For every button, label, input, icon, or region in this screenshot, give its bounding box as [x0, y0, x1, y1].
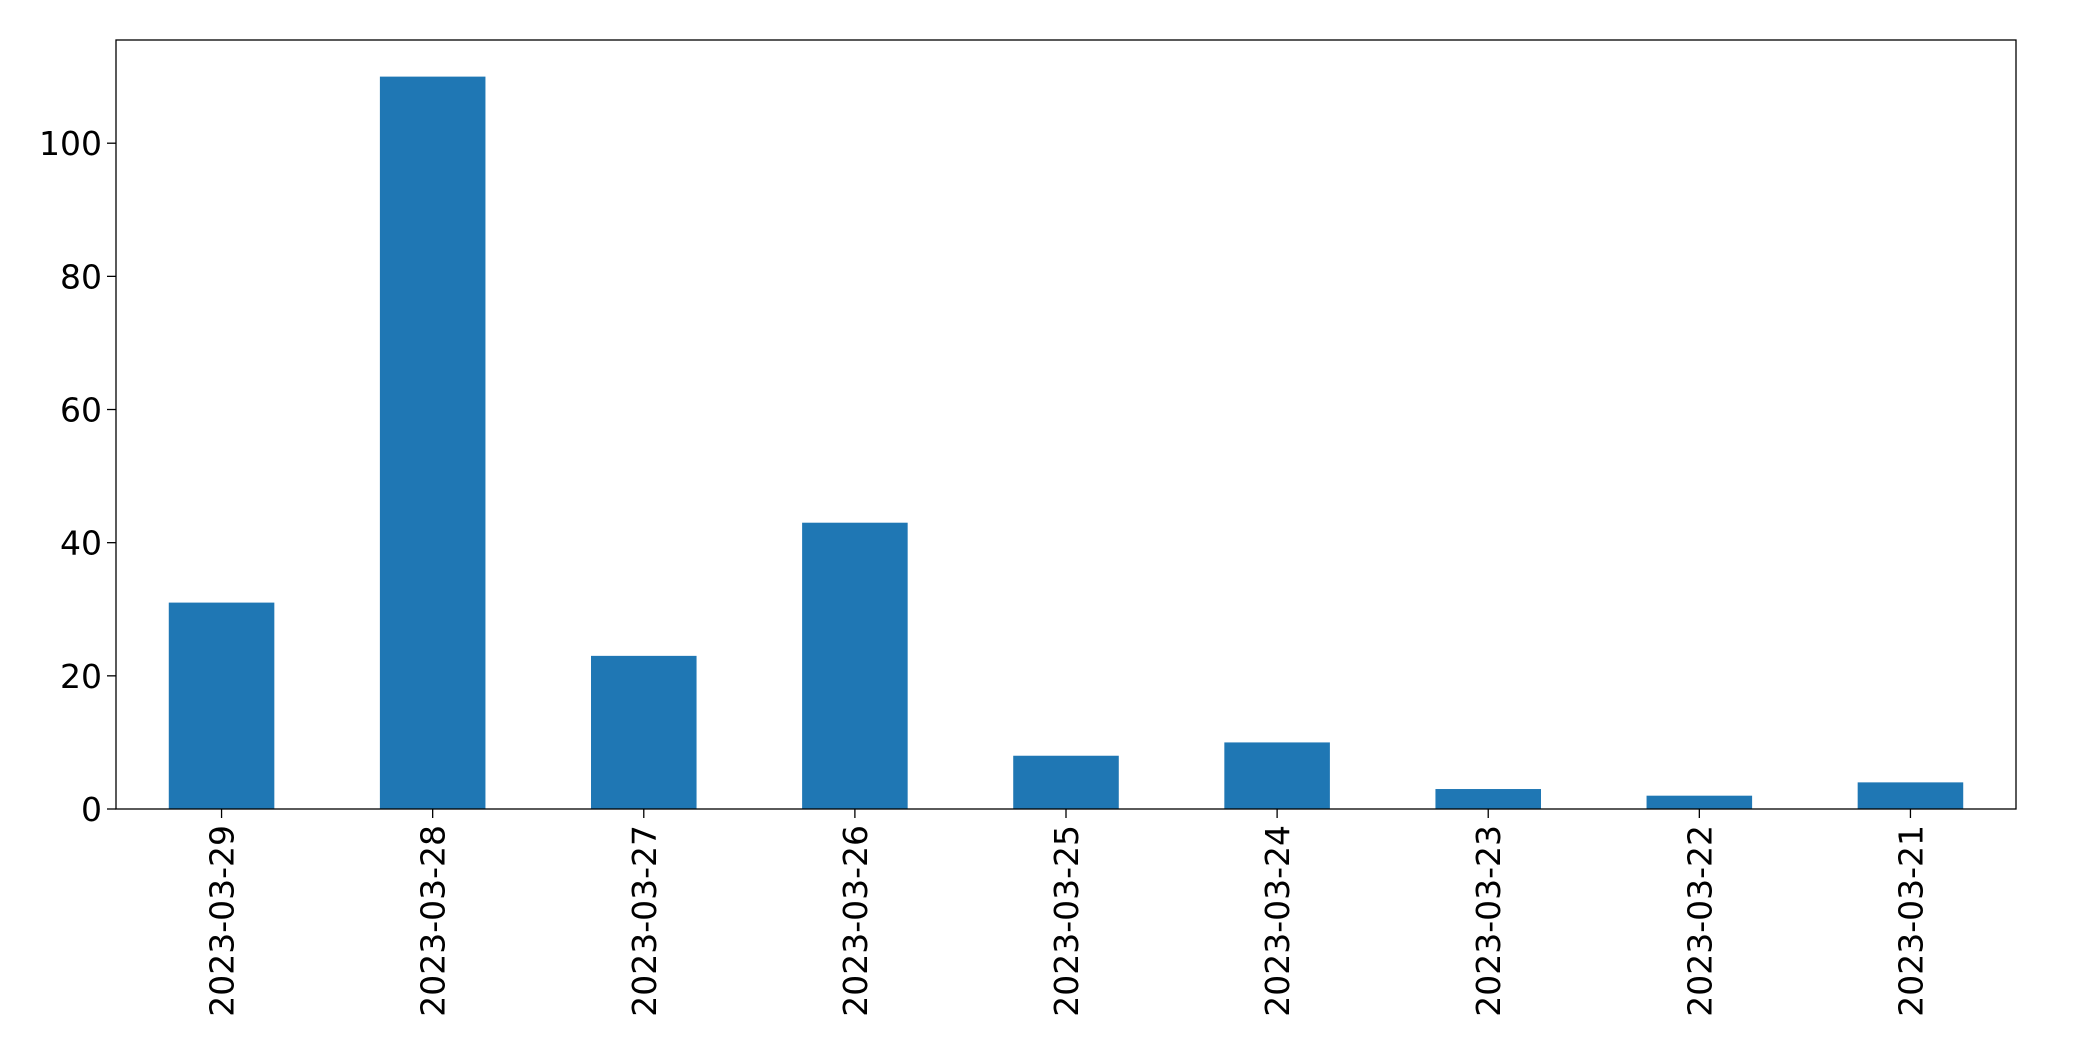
y-tick-label: 40: [60, 524, 102, 563]
bar: [379, 76, 486, 810]
bar: [1435, 789, 1541, 809]
x-tick-label: 2023-03-25: [1047, 825, 1086, 1017]
bar: [802, 522, 908, 809]
bar: [168, 602, 275, 809]
y-tick-label: 60: [60, 391, 102, 430]
y-tick-label: 0: [81, 790, 102, 829]
x-tick-label: 2023-03-22: [1680, 825, 1719, 1017]
bar: [1646, 795, 1753, 809]
x-tick-label: 2023-03-28: [414, 825, 453, 1017]
bar: [1857, 782, 1964, 809]
x-tick-label: 2023-03-24: [1258, 825, 1297, 1017]
x-tick-label: 2023-03-23: [1469, 825, 1508, 1017]
x-tick-label: 2023-03-21: [1891, 825, 1930, 1017]
bar: [591, 655, 697, 809]
y-tick-label: 100: [39, 124, 102, 163]
y-tick-label: 20: [60, 657, 102, 696]
y-tick-label: 80: [60, 257, 102, 296]
x-tick-label: 2023-03-27: [625, 825, 664, 1017]
plot-frame: [115, 39, 2017, 810]
x-tick-label: 2023-03-26: [836, 825, 875, 1017]
bar: [1224, 742, 1330, 809]
x-tick-label: 2023-03-29: [203, 825, 242, 1017]
bar: [1013, 755, 1119, 809]
